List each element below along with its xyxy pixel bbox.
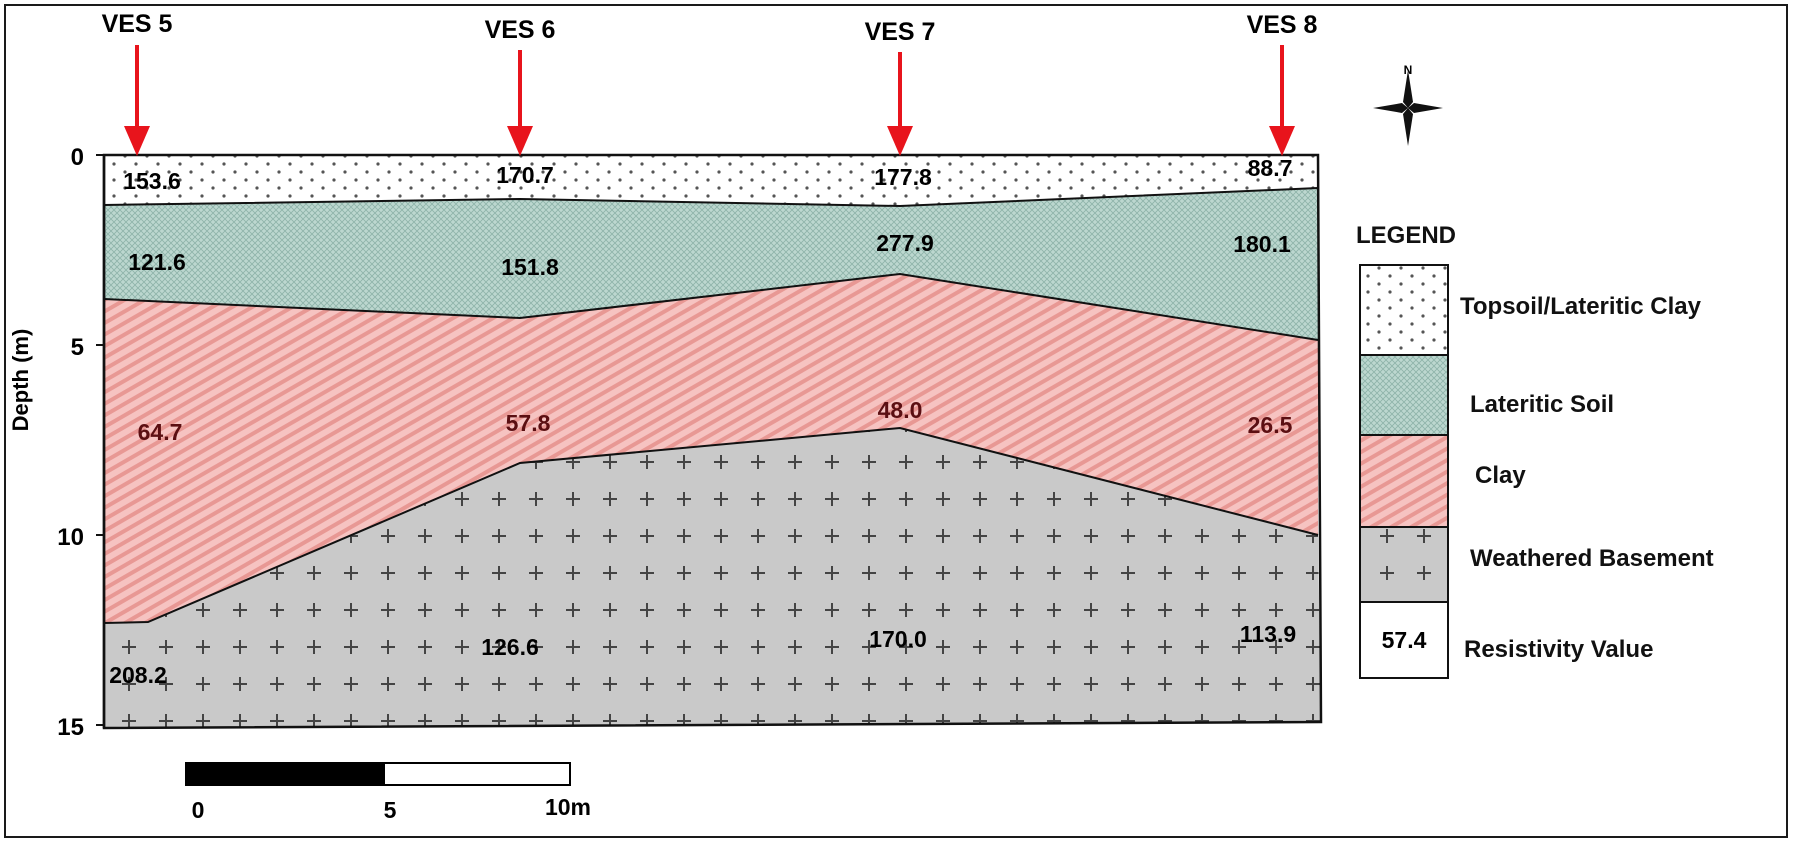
resistivity-value: 113.9 (1240, 621, 1296, 647)
resistivity-value: 121.6 (128, 249, 186, 275)
layer-lateritic-soil (104, 188, 1318, 340)
resistivity-value: 151.8 (501, 254, 559, 280)
north-arrow-icon: N (1373, 63, 1443, 146)
legend-title: LEGEND (1356, 222, 1457, 249)
legend-swatch-weathered-basement (1359, 526, 1449, 603)
resistivity-value: 57.8 (506, 410, 551, 436)
station-marker-ves5: VES 5 (102, 10, 173, 156)
layer-clay (104, 274, 1318, 623)
legend-swatches: 57.4 (1359, 264, 1449, 679)
layer-topsoil (104, 155, 1318, 206)
scale-bar: 0 5 10m (185, 762, 591, 823)
legend-swatch-clay (1359, 434, 1449, 528)
layer-weathered-basement (104, 428, 1321, 728)
y-axis-ticks (96, 154, 104, 726)
y-tick-label: 0 (71, 144, 84, 171)
resistivity-value: 126.6 (481, 634, 539, 660)
legend-label-clay: Clay (1475, 462, 1526, 489)
legend-swatch-topsoil (1359, 264, 1449, 356)
y-axis-label: Depth (m) (8, 329, 33, 432)
resistivity-value: 48.0 (878, 397, 923, 423)
boundary-lateritic-clay (103, 272, 1319, 341)
resistivity-value: 153.6 (123, 168, 181, 194)
station-label: VES 5 (102, 10, 173, 38)
legend-label-resistivity: Resistivity Value (1464, 636, 1654, 663)
legend-label-weathered-basement: Weathered Basement (1470, 545, 1714, 572)
scale-tick-label: 10m (545, 794, 591, 820)
figure-frame (4, 4, 1788, 838)
station-label: VES 7 (865, 18, 936, 46)
y-tick-label: 15 (57, 714, 84, 741)
legend-label-topsoil: Topsoil/Lateritic Clay (1460, 293, 1701, 320)
scale-tick-label: 0 (192, 797, 205, 823)
station-label: VES 8 (1247, 11, 1318, 39)
resistivity-value: 26.5 (1248, 412, 1293, 438)
resistivity-value: 170.7 (496, 162, 554, 188)
resistivity-value: 64.7 (138, 419, 183, 445)
resistivity-value: 180.1 (1233, 231, 1291, 257)
resistivity-value: 208.2 (109, 662, 167, 688)
resistivity-value: 170.0 (869, 626, 927, 652)
scale-tick-label: 5 (384, 797, 397, 823)
boundary-clay-basement (103, 426, 1319, 624)
legend-swatch-lateritic-soil (1359, 354, 1449, 436)
legend-swatch-resistivity (1359, 601, 1449, 679)
y-tick-label: 5 (71, 334, 84, 361)
station-marker-ves8: VES 8 (1247, 11, 1318, 156)
boundary-topsoil-lateritic (103, 187, 1319, 208)
resistivity-value: 88.7 (1248, 155, 1293, 181)
legend-label-lateritic-soil: Lateritic Soil (1470, 391, 1615, 418)
station-marker-ves6: VES 6 (485, 16, 556, 156)
resistivity-value: 177.8 (874, 164, 932, 190)
resistivity-value: 277.9 (876, 230, 934, 256)
north-label: N (1404, 63, 1413, 77)
station-marker-ves7: VES 7 (865, 18, 936, 156)
legend-resistivity-sample: 57.4 (1382, 627, 1427, 653)
station-label: VES 6 (485, 16, 556, 44)
y-tick-label: 10 (57, 524, 84, 551)
